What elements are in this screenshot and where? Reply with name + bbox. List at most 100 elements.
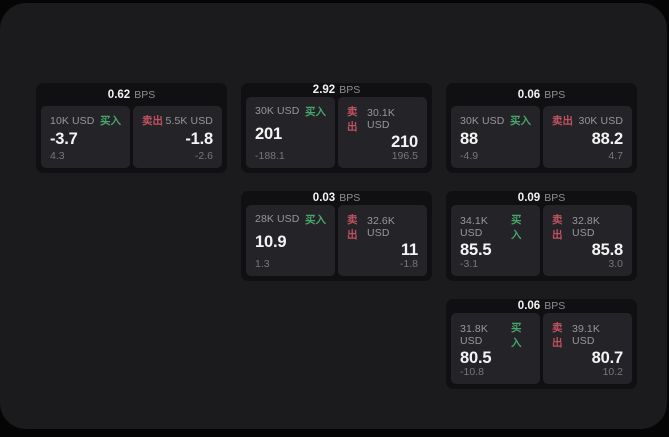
sell-price: 11 [400, 240, 418, 259]
sell-amount: 5.5K USD [165, 114, 213, 127]
buy-tag: 买入 [305, 105, 326, 118]
bps-value: 0.09 [517, 191, 541, 204]
sell-panel-top: 卖出 5.5K USD [142, 113, 213, 128]
sell-price: 85.8 [591, 240, 624, 259]
bps-unit-label: BPS [339, 83, 361, 96]
buy-panel[interactable]: 30K USD 买入 201 -188.1 [246, 96, 335, 168]
bps-value: 0.06 [517, 299, 541, 312]
sell-tag: 卖出 [552, 321, 563, 349]
quote-card-body: 28K USD 买入 10.9 1.3 卖出 32.6K USD 11 -1.8 [241, 204, 432, 282]
buy-panel[interactable]: 30K USD 买入 88 -4.9 [451, 106, 540, 168]
sell-panel[interactable]: 卖出 39.1K USD 80.7 10.2 [543, 312, 632, 384]
buy-delta: -188.1 [255, 150, 285, 162]
quote-card-body: 34.1K USD 买入 85.5 -3.1 卖出 32.8K USD 85.8… [446, 204, 637, 282]
buy-panel-top: 34.1K USD 买入 [460, 212, 531, 242]
bps-header: 0.03 BPS [241, 191, 432, 205]
bps-unit-label: BPS [544, 299, 566, 312]
buy-panel[interactable]: 34.1K USD 买入 85.5 -3.1 [451, 204, 540, 276]
buy-tag: 买入 [510, 321, 522, 349]
buy-panel-top: 28K USD 买入 [255, 212, 326, 227]
sell-delta: 4.7 [608, 150, 623, 162]
buy-amount: 28K USD [255, 213, 300, 225]
sell-panel[interactable]: 卖出 32.8K USD 85.8 3.0 [543, 204, 632, 276]
buy-price: 80.5 [460, 348, 492, 367]
buy-delta: 4.3 [50, 150, 65, 162]
sell-panel-top: 卖出 30K USD [552, 113, 623, 128]
sell-tag: 卖出 [552, 213, 563, 241]
quote-card-body: 30K USD 买入 88 -4.9 卖出 30K USD 88.2 4.7 [446, 106, 637, 173]
sell-amount: 32.8K USD [572, 214, 600, 239]
quote-card: 0.06 BPS 30K USD 买入 88 -4.9 卖出 30K USD 8… [446, 83, 637, 173]
quote-card-body: 31.8K USD 买入 80.5 -10.8 卖出 39.1K USD 80.… [446, 312, 637, 390]
buy-tag: 买入 [100, 115, 121, 127]
buy-delta: -10.8 [460, 366, 484, 378]
buy-amount: 10K USD [50, 114, 95, 127]
sell-amount: 39.1K USD [572, 322, 600, 347]
buy-delta: -3.1 [460, 258, 479, 270]
buy-panel-top: 31.8K USD 买入 [460, 320, 531, 350]
bps-unit-label: BPS [339, 191, 361, 204]
quote-card-body: 10K USD 买入 -3.7 4.3 卖出 5.5K USD -1.8 -2.… [36, 106, 227, 173]
quote-card: 2.92 BPS 30K USD 买入 201 -188.1 卖出 30.1K … [241, 83, 432, 173]
sell-panel-top: 卖出 32.8K USD [552, 212, 623, 242]
app-window: 0.62 BPS 10K USD 买入 -3.7 4.3 卖出 5.5K USD… [0, 3, 667, 429]
bps-header: 0.09 BPS [446, 191, 637, 205]
buy-panel-top: 10K USD 买入 [50, 113, 121, 128]
bps-header: 0.06 BPS [446, 299, 637, 313]
bps-value: 2.92 [312, 83, 336, 96]
quote-card: 0.62 BPS 10K USD 买入 -3.7 4.3 卖出 5.5K USD… [36, 83, 227, 173]
sell-panel[interactable]: 卖出 30.1K USD 210 196.5 [338, 96, 427, 168]
bps-unit-label: BPS [544, 191, 566, 204]
sell-amount: 30.1K USD [367, 106, 395, 131]
sell-tag: 卖出 [142, 115, 163, 127]
sell-price: 80.7 [591, 348, 624, 367]
buy-panel-top: 30K USD 买入 [460, 113, 531, 128]
buy-price: -3.7 [50, 129, 78, 148]
sell-panel-top: 卖出 39.1K USD [552, 320, 623, 350]
buy-price: 10.9 [255, 233, 287, 251]
buy-amount: 31.8K USD [460, 322, 488, 347]
bps-header: 0.62 BPS [36, 83, 227, 106]
buy-delta: -4.9 [460, 150, 479, 162]
sell-tag: 卖出 [347, 105, 358, 133]
sell-price: 88.2 [591, 129, 624, 148]
cards-grid: 0.62 BPS 10K USD 买入 -3.7 4.3 卖出 5.5K USD… [0, 3, 667, 429]
buy-price: 88 [460, 129, 478, 148]
sell-delta: 196.5 [391, 150, 418, 162]
bps-header: 2.92 BPS [241, 83, 432, 97]
buy-tag: 买入 [305, 213, 326, 226]
buy-amount: 30K USD [255, 105, 300, 117]
buy-panel[interactable]: 28K USD 买入 10.9 1.3 [246, 204, 335, 276]
buy-price: 201 [255, 125, 282, 143]
bps-unit-label: BPS [544, 88, 566, 101]
bps-value: 0.03 [312, 191, 336, 204]
sell-tag: 卖出 [552, 115, 573, 127]
sell-amount: 32.6K USD [367, 214, 395, 239]
sell-panel[interactable]: 卖出 32.6K USD 11 -1.8 [338, 204, 427, 276]
bps-value: 0.62 [107, 88, 131, 101]
buy-amount: 34.1K USD [460, 214, 488, 239]
buy-delta: 1.3 [255, 258, 270, 270]
quote-card: 0.06 BPS 31.8K USD 买入 80.5 -10.8 卖出 39.1… [446, 299, 637, 389]
buy-price: 85.5 [460, 240, 492, 259]
buy-panel[interactable]: 10K USD 买入 -3.7 4.3 [41, 106, 130, 168]
sell-panel[interactable]: 卖出 5.5K USD -1.8 -2.6 [133, 106, 222, 168]
sell-price: -1.8 [185, 129, 213, 148]
buy-tag: 买入 [510, 115, 531, 127]
quote-card-body: 30K USD 买入 201 -188.1 卖出 30.1K USD 210 1… [241, 96, 432, 174]
buy-panel-top: 30K USD 买入 [255, 104, 326, 119]
sell-panel-top: 卖出 30.1K USD [347, 104, 418, 134]
quote-card: 0.09 BPS 34.1K USD 买入 85.5 -3.1 卖出 32.8K… [446, 191, 637, 281]
sell-tag: 卖出 [347, 213, 358, 241]
sell-price: 210 [391, 132, 418, 151]
sell-amount: 30K USD [578, 114, 623, 127]
sell-panel[interactable]: 卖出 30K USD 88.2 4.7 [543, 106, 632, 168]
sell-panel-top: 卖出 32.6K USD [347, 212, 418, 242]
bps-value: 0.06 [517, 88, 541, 101]
sell-delta: -2.6 [194, 150, 213, 162]
buy-tag: 买入 [510, 213, 522, 241]
quote-card: 0.03 BPS 28K USD 买入 10.9 1.3 卖出 32.6K US… [241, 191, 432, 281]
sell-delta: -1.8 [399, 258, 418, 270]
sell-delta: 3.0 [608, 258, 623, 270]
buy-panel[interactable]: 31.8K USD 买入 80.5 -10.8 [451, 312, 540, 384]
